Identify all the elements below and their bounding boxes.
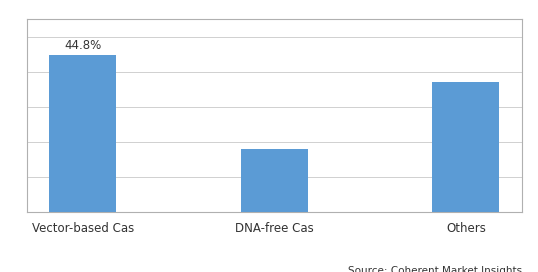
Bar (49, 55, 116, 212)
Bar (241, 149, 308, 212)
Text: 44.8%: 44.8% (64, 39, 102, 52)
Text: Source: Coherent Market Insights: Source: Coherent Market Insights (348, 266, 522, 272)
Bar (433, 82, 499, 212)
